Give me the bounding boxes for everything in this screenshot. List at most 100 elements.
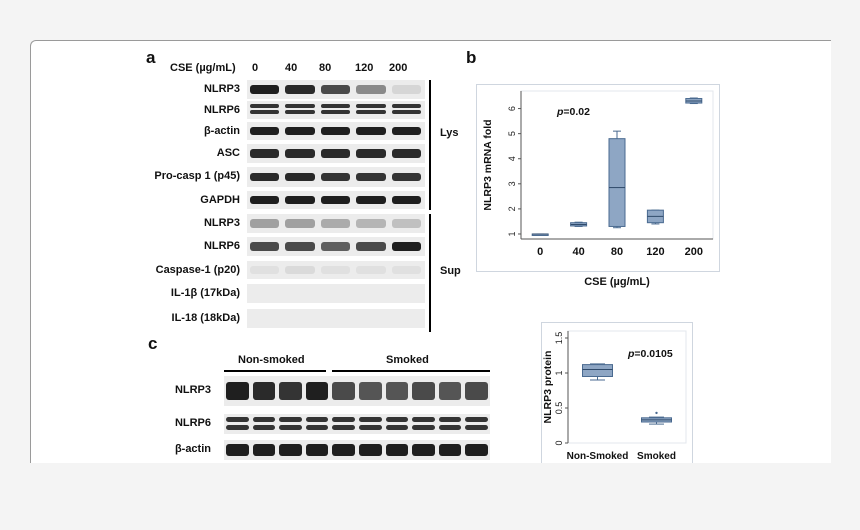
blot-band [438,417,462,422]
outlier-point [655,411,658,415]
blot-band [252,382,276,400]
blot-band [285,127,315,135]
x-tick-label: 120 [646,246,664,258]
blot-band [438,382,462,400]
blot-band [356,104,386,109]
y-tick-label: 0.5 [554,402,564,415]
blot-band [279,417,302,422]
blot-strip [247,191,425,209]
y-tick-label: 2 [507,206,517,211]
blot-band [320,127,351,135]
y-tick-label: 1.5 [554,332,564,345]
blot-band [359,444,382,456]
blot-band [285,110,315,115]
blot-band [391,196,421,204]
blot-band [285,149,315,158]
blot-band [412,425,435,430]
blot-band [320,104,351,109]
blot-strip [224,376,490,406]
smoked-underline [332,370,490,372]
blot-band [305,444,329,456]
box [608,138,626,227]
blot-band [356,266,386,274]
protein-boxplot: 0 0.5 1 1.5 Non-Smoked Smoked NLRP3 protein p=0… [542,330,687,462]
blot-row-label: Caspase-1 (p20) [155,264,240,276]
blot-band [412,417,435,422]
panel-c-letter: c [148,334,158,353]
blot-band [356,149,386,158]
blot-band [412,382,435,400]
blot-band [250,104,280,109]
blot-row-label: NLRP6 [203,104,240,116]
blot-band [385,382,409,400]
blot-band [391,266,421,274]
blot-band [250,110,280,115]
blot-band [285,85,315,94]
y-axis-label: NLRP3 protein [542,351,554,424]
blot-band [285,104,315,109]
blot-band [391,110,421,115]
y-tick-label: 5 [507,131,517,136]
blot-strip [247,284,425,303]
blot-band [356,85,386,94]
blot-band [332,417,355,422]
blot-row-label: IL-1β (17kDa) [170,287,240,299]
blot-strip [247,214,425,233]
blot-band [391,104,421,109]
blot-band [385,425,409,430]
blot-strip [247,167,425,187]
blot-band [412,444,435,456]
blot-band [356,172,386,182]
blot-band [305,425,329,430]
y-axis-label: NLRP3 mRNA fold [482,119,494,210]
blot-band [391,219,421,228]
blot-band [226,425,249,430]
blot-band [279,444,302,456]
blot-band [465,444,488,456]
y-tick-label: 0 [554,440,564,445]
blot-band [359,425,382,430]
blot-strip [247,261,425,279]
blot-row-label: ASC [216,147,240,159]
blot-row-label: NLRP6 [203,240,240,252]
blot-band [438,425,462,430]
blot-row-label: GAPDH [200,194,240,206]
blot-band [252,417,276,422]
concentration-label: 80 [319,62,332,74]
blot-band [356,196,386,204]
blot-band [356,219,386,228]
concentration-label: 40 [285,62,298,74]
blot-band [391,127,421,135]
p-value-annotation: p=0.02 [556,106,590,118]
blot-band [305,417,329,422]
blot-strip [247,309,425,328]
blot-band [320,266,351,274]
blot-band [356,242,386,251]
blot-band [250,85,280,94]
p-value-annotation: p=0.0105 [627,348,673,360]
blot-band [320,85,351,94]
blot-row-label: NLRP3 [203,83,240,95]
blot-band [285,219,315,228]
blot-band [391,242,421,251]
sup-bracket [429,214,431,332]
blot-band [320,196,351,204]
blot-band [465,425,488,430]
blot-band [320,110,351,115]
concentration-label: 0 [252,62,259,74]
blot-band [250,242,280,251]
blot-band [305,382,329,400]
blot-band [391,85,421,94]
blot-row-label: β-actin [203,125,240,137]
blot-strip [247,122,425,140]
blot-band [332,382,355,400]
non-smoked-label: Non-smoked [238,354,305,366]
blot-row-label: IL-18 (18kDa) [171,312,240,324]
blot-band [356,110,386,115]
blot-band [320,149,351,158]
x-tick-label: 200 [685,246,703,258]
blot-band [356,127,386,135]
blot-band [250,149,280,158]
blot-band [226,382,249,400]
blot-strip [224,440,490,460]
